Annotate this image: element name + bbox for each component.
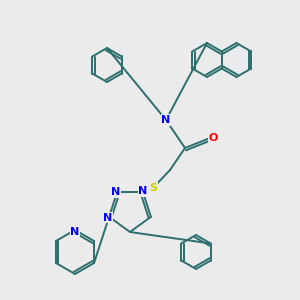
Text: S: S	[149, 183, 157, 193]
Text: N: N	[138, 186, 148, 196]
Text: N: N	[103, 213, 113, 223]
Text: N: N	[161, 115, 171, 125]
Text: O: O	[208, 133, 218, 143]
Text: N: N	[111, 187, 121, 197]
Text: N: N	[70, 227, 80, 237]
